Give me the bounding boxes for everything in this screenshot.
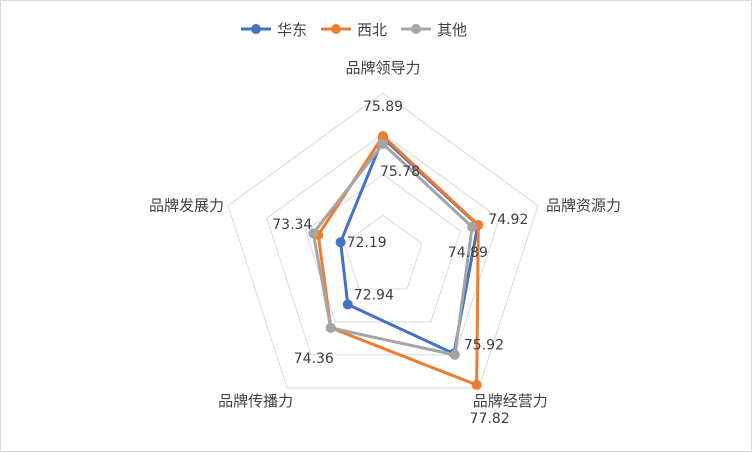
grid-ring [266,133,500,356]
data-label: 75.92 [464,338,504,354]
axis-label-3: 品牌经营力 [473,392,548,410]
data-label: 75.78 [380,164,420,180]
data-point [325,322,336,333]
data-label: 74.36 [294,351,334,367]
data-label: 77.82 [470,411,510,427]
series-line-西北 [316,134,480,387]
axis-label-5: 品牌发展力 [149,197,224,215]
data-label: 72.19 [347,235,387,251]
axis-label-2: 品牌资源力 [546,197,621,215]
data-label: 74.89 [448,245,488,261]
data-point [467,222,478,233]
data-label: 75.89 [363,99,403,115]
grid-ring [227,92,539,389]
series-line-其他 [311,142,474,357]
legend-marker [411,24,421,34]
data-point [378,130,388,141]
legend-marker [331,24,341,34]
legend-label-西北[interactable]: 西北 [357,21,387,39]
axis-label-1: 品牌领导力 [345,59,420,77]
legend-label-其他[interactable]: 其他 [437,21,467,39]
data-label: 72.94 [354,288,394,304]
data-point [378,138,388,149]
data-point [308,228,319,239]
data-point [449,349,460,360]
legend-label-华东[interactable]: 华东 [277,21,307,39]
data-point [335,237,346,248]
data-point [471,379,482,390]
data-label: 73.34 [272,217,312,233]
legend-marker [251,24,261,34]
axis-label-4: 品牌传播力 [218,392,293,410]
grid-ring [343,214,423,290]
data-point [342,299,353,310]
data-label: 74.92 [488,212,528,228]
